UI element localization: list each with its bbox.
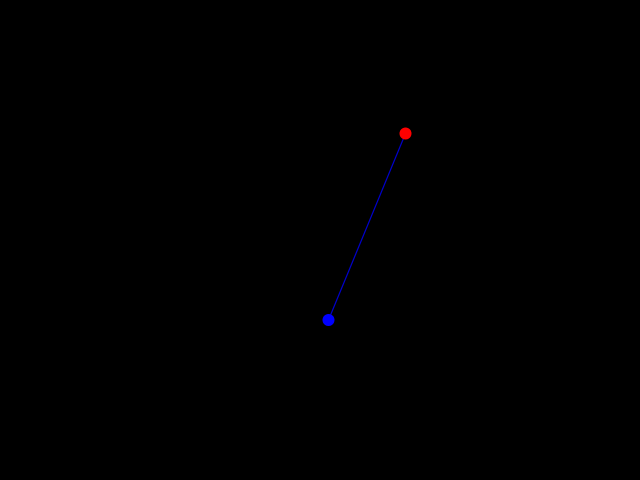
end-point-marker[interactable] [399,127,412,140]
start-point-marker[interactable] [322,314,335,326]
connector-line [327,133,407,321]
